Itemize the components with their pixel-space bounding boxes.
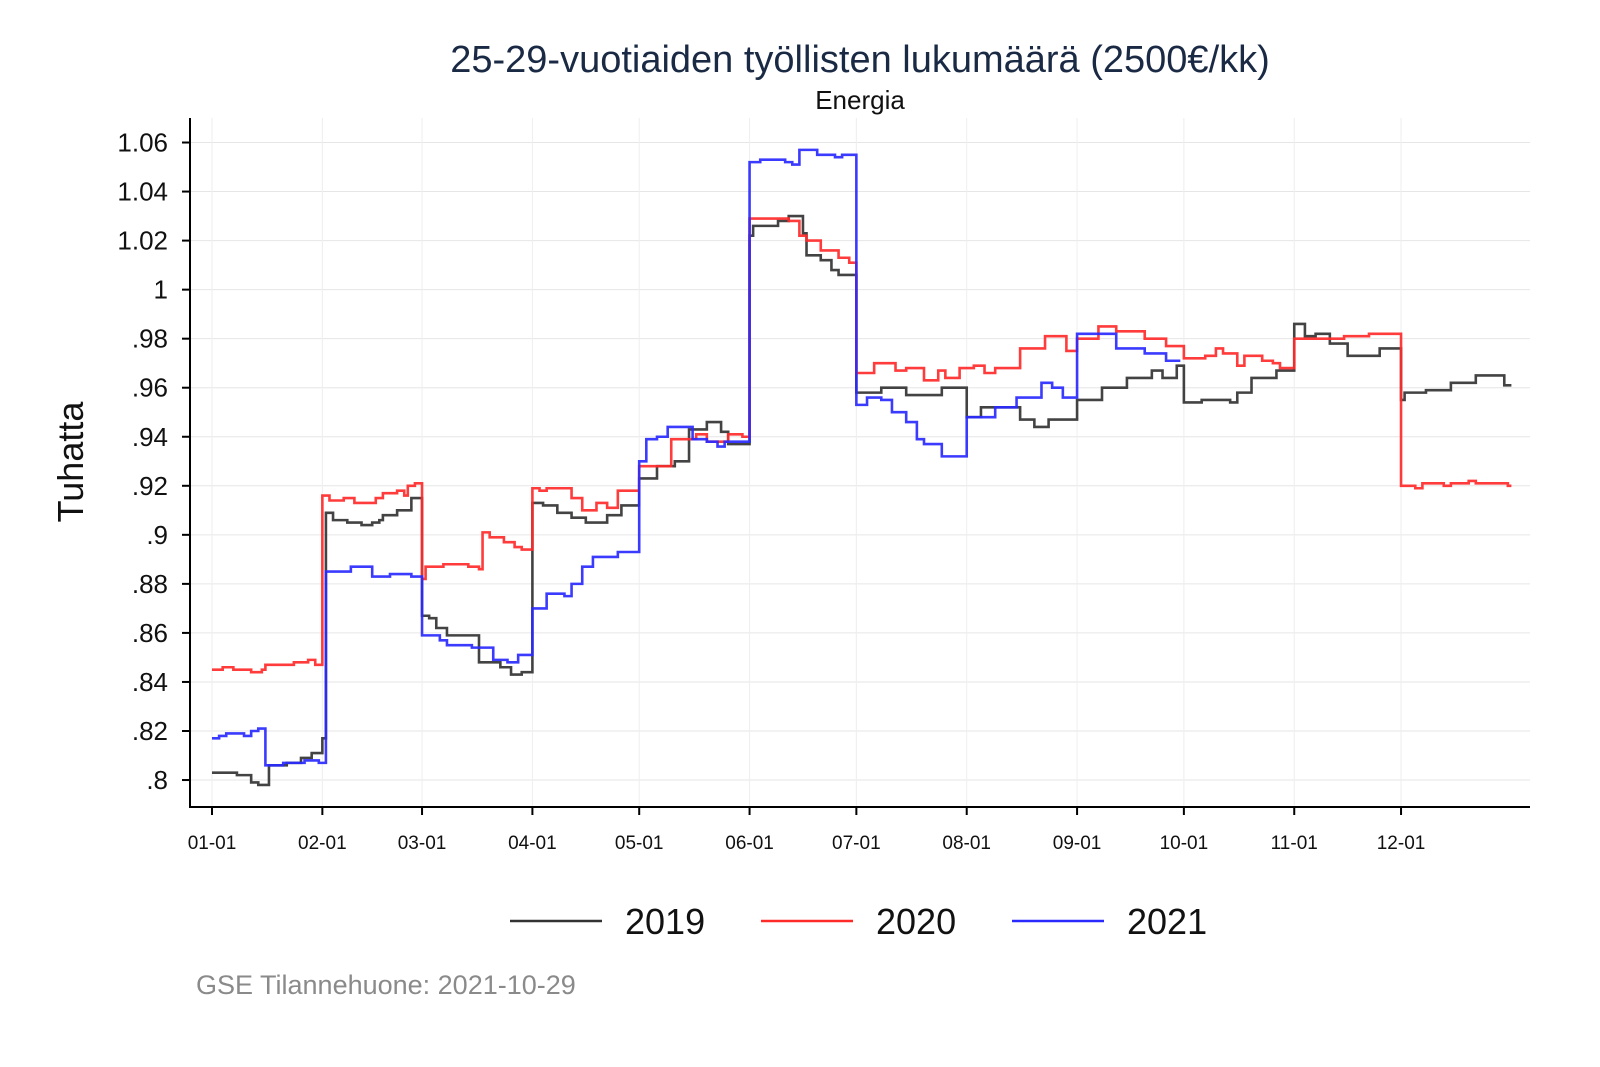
gridlines (190, 118, 1530, 807)
x-tick-label: 03-01 (398, 833, 447, 854)
y-tick-label: .92 (132, 471, 168, 501)
y-tick-label: .8 (146, 765, 168, 795)
legend-label-2020: 2020 (876, 901, 956, 942)
y-tick-label: 1.06 (117, 128, 168, 158)
y-tick-label: 1 (154, 275, 168, 305)
x-tick-label: 06-01 (725, 833, 774, 854)
legend-label-2021: 2021 (1127, 901, 1207, 942)
x-tick-label: 02-01 (298, 833, 347, 854)
chart-subtitle: Energia (815, 85, 905, 115)
y-tick-label: .96 (132, 373, 168, 403)
y-tick-label: .86 (132, 618, 168, 648)
y-tick-label: .98 (132, 324, 168, 354)
x-tick-label: 01-01 (188, 833, 237, 854)
series-lines (212, 148, 1512, 787)
x-tick-label: 04-01 (508, 833, 557, 854)
x-tick-label: 10-01 (1160, 833, 1209, 854)
chart-title: 25-29-vuotiaiden työllisten lukumäärä (2… (450, 39, 1270, 81)
x-tick-label: 12-01 (1377, 833, 1426, 854)
legend: 2019 2020 2021 (510, 901, 1207, 942)
x-tick-label: 08-01 (942, 833, 991, 854)
x-tick-label: 07-01 (832, 833, 881, 854)
x-tick-label: 05-01 (615, 833, 664, 854)
y-tick-label: .94 (132, 422, 168, 452)
y-tick-label: .84 (132, 667, 168, 697)
series-line-2021 (212, 148, 1181, 767)
source-caption: GSE Tilannehuone: 2021-10-29 (196, 970, 576, 1000)
legend-label-2019: 2019 (625, 901, 705, 942)
y-axis-label: Tuhatta (50, 401, 91, 523)
y-axis: .8 .82 .84 .86 .88 .9 .92 .94 .96 .98 1 1.02 1.04 1.0… (117, 118, 191, 808)
series-line-2020 (212, 217, 1512, 674)
x-tick-label: 09-01 (1053, 833, 1102, 854)
x-axis: 01-01 02-01 03-01 04-01 05-01 06-01 07-01 08-01… (188, 806, 1530, 854)
y-tick-label: .9 (146, 520, 168, 550)
x-tick-label: 11-01 (1271, 833, 1318, 854)
y-tick-label: 1.02 (117, 226, 168, 256)
y-tick-label: 1.04 (117, 177, 168, 207)
y-tick-label: .88 (132, 569, 168, 599)
y-tick-label: .82 (132, 716, 168, 746)
series-line-2019 (212, 214, 1512, 787)
